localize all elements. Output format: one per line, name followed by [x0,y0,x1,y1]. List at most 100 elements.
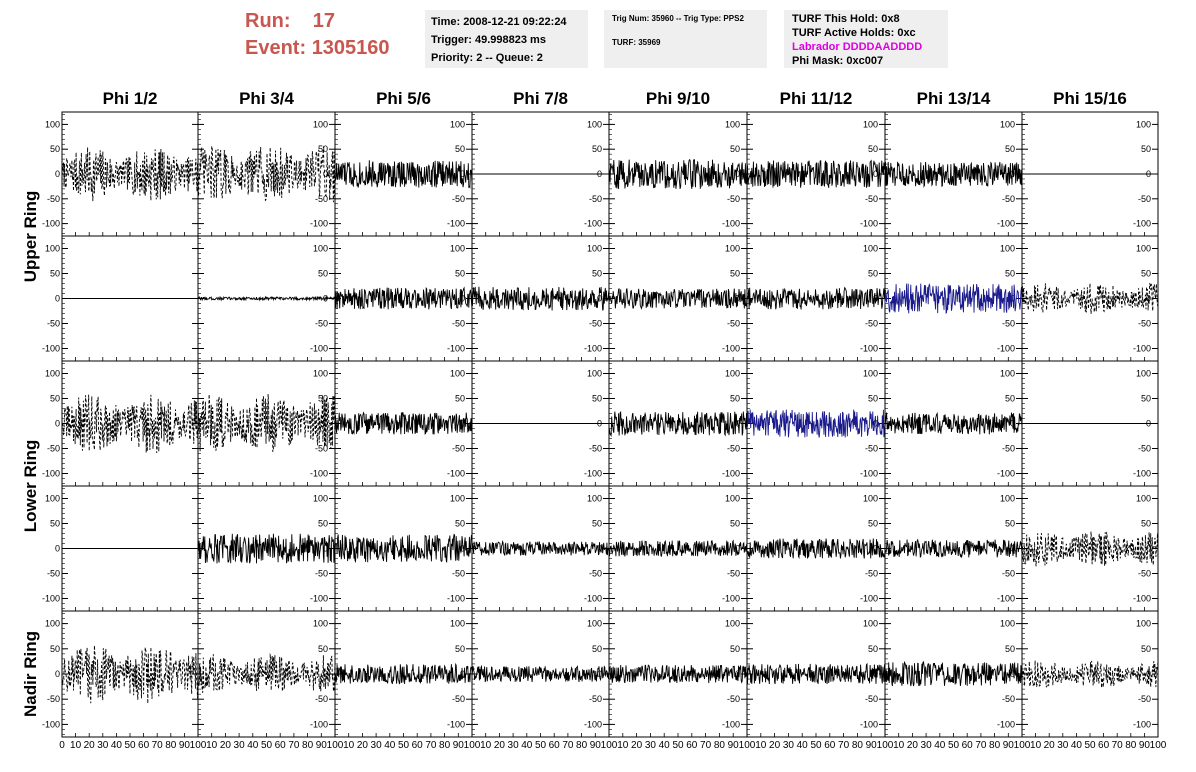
y-tick-label: 100 [587,494,602,504]
y-tick-label: -50 [315,319,328,329]
waveform-trace [746,286,886,310]
turf-hold-text: TURF This Hold: 0x8 [792,13,900,25]
waveform-trace [61,645,199,704]
y-tick-label: 50 [730,144,740,154]
x-tick-label: 20 [494,740,506,751]
y-tick-label: 50 [592,269,602,279]
waveform-trace [471,539,610,556]
waveform-trace [884,161,1023,188]
x-tick-label: 90 [1139,740,1151,751]
y-tick-label: -100 [722,219,740,229]
waveform-trace [884,411,1023,435]
waveform-trace [608,664,748,684]
y-tick-label: 50 [592,394,602,404]
x-tick-label: 60 [138,740,150,751]
y-tick-label: -50 [865,569,878,579]
time-text: Time: 2008-12-21 09:22:24 [431,16,567,28]
x-tick-label: 40 [247,740,259,751]
x-tick-label: 70 [700,740,712,751]
x-tick-label: 10 [1030,740,1042,751]
y-tick-label: -100 [997,594,1015,604]
y-tick-label: -100 [447,594,465,604]
y-tick-label: -50 [1002,194,1015,204]
x-tick-label: 60 [549,740,561,751]
column-header: Phi 9/10 [646,89,710,108]
y-tick-label: -100 [860,344,878,354]
x-tick-label: 60 [686,740,698,751]
y-tick-label: 50 [1005,269,1015,279]
y-tick-label: 50 [1141,644,1151,654]
y-tick-label: -50 [727,194,740,204]
x-tick-label: 30 [921,740,933,751]
y-tick-label: 100 [863,119,878,129]
y-tick-label: 100 [587,369,602,379]
column-header: Phi 13/14 [917,89,991,108]
y-tick-label: 50 [1141,269,1151,279]
y-tick-label: -100 [722,469,740,479]
y-tick-label: 100 [313,244,328,254]
y-tick-label: 100 [313,369,328,379]
y-tick-label: 50 [730,394,740,404]
waveform-trace [608,410,748,437]
y-tick-label: -50 [589,694,602,704]
y-tick-label: -100 [447,344,465,354]
x-tick-label: 50 [124,740,136,751]
x-tick-label: 40 [797,740,809,751]
x-tick-label: 40 [659,740,671,751]
y-tick-label: -50 [589,319,602,329]
x-tick-label: 80 [302,740,314,751]
x-tick-label: 100 [1014,740,1031,751]
x-tick-label: 80 [714,740,726,751]
event-label: Event: [245,37,307,59]
y-tick-label: -50 [452,319,465,329]
y-tick-label: -50 [452,694,465,704]
waveform-trace [197,393,336,453]
y-tick-label: -100 [42,469,60,479]
y-tick-label: -50 [1002,444,1015,454]
phi-mask-text: Phi Mask: 0xc007 [792,55,884,67]
waveform-trace [608,288,748,310]
x-tick-label: 40 [934,740,946,751]
waveform-trace [1021,660,1159,688]
y-tick-label: 100 [450,369,465,379]
x-tick-label: 40 [111,740,123,751]
y-tick-label: 50 [455,394,465,404]
waveform-trace [197,653,336,693]
y-tick-label: -100 [997,219,1015,229]
waveform-trace [471,286,610,311]
x-tick-label: 100 [601,740,618,751]
y-tick-label: 50 [318,269,328,279]
y-tick-label: 50 [730,269,740,279]
y-tick-label: 100 [450,619,465,629]
waveform-trace [885,538,1023,559]
y-tick-label: -100 [42,219,60,229]
x-tick-label: 90 [1003,740,1015,751]
x-tick-label: 10 [893,740,905,751]
y-tick-label: 100 [450,244,465,254]
turf-count-text: TURF: 35969 [612,38,661,47]
x-tick-label: 80 [989,740,1001,751]
y-tick-label: -50 [1002,569,1015,579]
y-tick-label: 50 [50,644,60,654]
y-tick-label: 0 [1010,669,1015,679]
x-tick-label: 50 [1084,740,1096,751]
y-tick-label: 100 [1000,619,1015,629]
waveform-trace [746,538,886,560]
y-tick-label: -100 [722,719,740,729]
y-tick-label: -50 [315,694,328,704]
y-tick-label: -100 [310,344,328,354]
waveform-trace [334,533,473,564]
y-tick-label: -50 [1138,194,1151,204]
x-tick-label: 100 [1150,740,1167,751]
y-tick-label: 50 [730,519,740,529]
x-tick-label: 30 [508,740,520,751]
x-tick-label: 50 [810,740,822,751]
y-tick-label: 50 [455,269,465,279]
y-tick-label: -50 [589,444,602,454]
y-tick-label: -50 [727,319,740,329]
priority-text: Priority: 2 -- Queue: 2 [431,52,543,64]
x-tick-label: 100 [464,740,481,751]
x-tick-label: 80 [576,740,588,751]
waveform-trace [1021,282,1159,314]
y-tick-label: 100 [313,619,328,629]
